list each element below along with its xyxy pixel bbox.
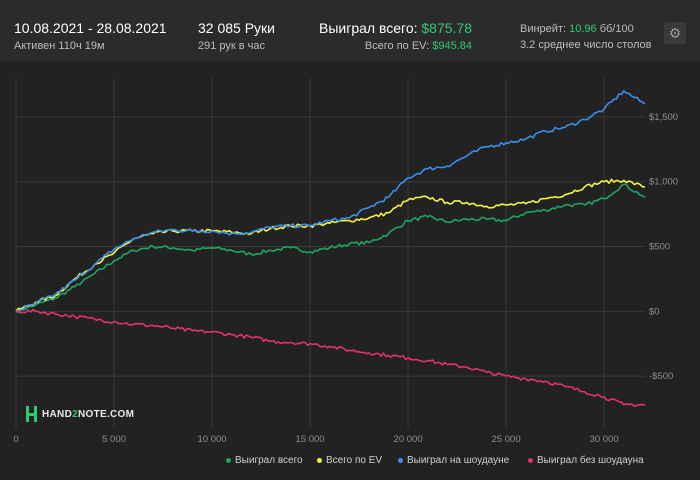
x-tick-label: 0: [13, 434, 18, 445]
legend-marker: [398, 457, 403, 463]
ev-total-value: $945.84: [432, 40, 472, 52]
hand2note-logo-icon: [26, 406, 38, 422]
y-tick-label: $0: [649, 306, 660, 317]
legend-marker: [226, 457, 231, 463]
hands-block: 32 085 Руки 291 рук в час: [198, 20, 275, 52]
ev-total-label: Всего по EV:: [364, 40, 430, 52]
series-line-1: [15, 183, 646, 314]
winrate-label: Винрейт:: [520, 23, 567, 35]
x-tick-label: 10 000: [198, 434, 227, 445]
won-total: Выиграл всего: $875.78: [302, 20, 472, 36]
hands-per-hour: 291 рук в час: [198, 40, 266, 52]
legend-item-won-total[interactable]: Выиграл всего: [226, 455, 303, 466]
legend-label: Выиграл на шоудауне: [407, 455, 510, 466]
series-lines: [15, 90, 646, 407]
winrate-value: 10.96: [569, 23, 597, 35]
series-line-2: [15, 178, 646, 312]
legend-label: Выиграл всего: [235, 455, 303, 466]
hand2note-logo: HAND2NOTE.COM: [26, 406, 134, 422]
x-tick-label: 20 000: [394, 434, 423, 445]
series-line-4: [15, 308, 646, 407]
x-tick-label: 30 000: [590, 434, 619, 445]
winrate: Винрейт: 10.96 бб/100: [520, 23, 652, 35]
stats-header: 10.08.2021 - 28.08.2021 Активен 110ч 19м…: [0, 0, 700, 64]
date-range-block: 10.08.2021 - 28.08.2021 Активен 110ч 19м: [14, 20, 167, 52]
axes: -$500 $0 $500 $1,000 $1,500 0 5 000 10 000 15 00…: [13, 112, 678, 445]
won-total-value: $875.78: [421, 20, 472, 36]
legend-label: Всего по EV: [326, 455, 383, 466]
ev-total: Всего по EV: $945.84: [302, 40, 472, 52]
legend-item-showdown[interactable]: Выиграл на шоудауне: [398, 455, 509, 466]
chart-legend: Выиграл всего Всего по EV Выиграл на шоу…: [0, 455, 700, 473]
series-line-3: [15, 90, 646, 313]
won-total-label: Выиграл всего:: [319, 20, 418, 36]
legend-label: Выиграл без шоудауна: [537, 455, 644, 466]
legend-marker: [528, 457, 533, 463]
legend-item-non-showdown[interactable]: Выиграл без шоудауна: [528, 455, 644, 466]
x-tick-label: 5 000: [102, 434, 126, 445]
legend-item-ev[interactable]: Всего по EV: [317, 455, 382, 466]
winrate-unit: бб/100: [599, 23, 634, 35]
active-time: Активен 110ч 19м: [14, 40, 105, 52]
chart-panel: [0, 62, 700, 480]
winnings-block: Выиграл всего: $875.78 Всего по EV: $945…: [302, 20, 472, 52]
date-range: 10.08.2021 - 28.08.2021: [14, 20, 167, 36]
avg-tables: 3.2 среднее число столов: [520, 39, 652, 51]
legend-marker: [317, 457, 322, 463]
y-tick-label: $500: [649, 242, 670, 253]
y-tick-label: -$500: [649, 371, 673, 382]
hands-count: 32 085 Руки: [198, 20, 275, 36]
x-tick-label: 25 000: [492, 434, 521, 445]
winrate-block: Винрейт: 10.96 бб/100 3.2 среднее число …: [520, 23, 652, 51]
x-tick-label: 15 000: [296, 434, 325, 445]
y-tick-label: $1,000: [649, 177, 678, 188]
grid: [15, 78, 645, 428]
gear-icon[interactable]: ⚙: [664, 22, 686, 44]
y-tick-label: $1,500: [649, 112, 678, 123]
hand2note-logo-text: HAND2NOTE.COM: [42, 408, 135, 420]
